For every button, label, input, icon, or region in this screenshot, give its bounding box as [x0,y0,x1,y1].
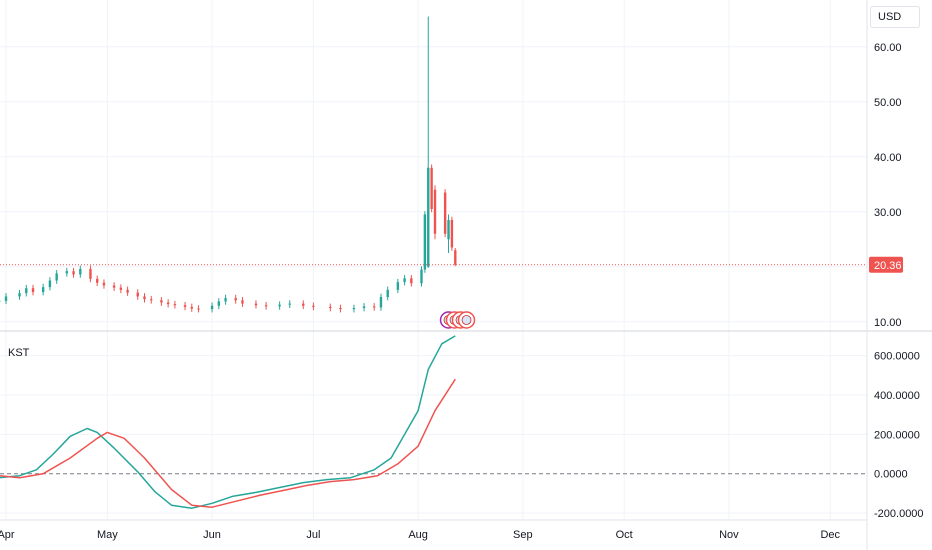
price-bar-body [396,282,400,290]
price-bar-body [136,292,139,297]
price-bar-body [312,305,315,307]
price-bar-body [302,303,305,306]
time-tick-label: Nov [719,529,739,541]
price-bar-body [190,306,193,309]
price-bar-body [150,299,153,301]
kst-tick-label: 200.0000 [874,429,920,441]
event-flag-icon[interactable] [457,311,476,329]
price-bar-body [72,271,75,275]
price-tick-label: 60.00 [874,42,902,54]
price-bar-body [447,220,450,240]
price-bar-body [241,300,244,304]
last-price-label: 20.36 [874,260,902,272]
price-pane[interactable] [0,16,867,313]
price-bar-body [25,288,28,294]
price-bars [0,16,457,313]
price-bar-body [420,269,423,284]
price-bar-body [288,303,291,305]
price-bar-body [433,189,437,234]
price-bar-body [234,298,237,301]
kst-tick-label: 600.0000 [874,351,920,363]
price-bar-body [143,296,146,300]
time-tick-label: Apr [0,529,15,541]
price-bar-body [102,282,106,286]
event-flags[interactable] [439,311,476,329]
price-bar-body [41,287,45,293]
price-bar-body [410,278,413,284]
price-bar-body [210,305,214,310]
price-bar-body [386,289,389,297]
grid-lines [0,0,867,520]
price-bar-body [4,296,8,301]
price-bar-body [379,297,383,308]
price-bar-body [450,220,454,248]
price-bar-body [183,305,187,307]
indicator-label[interactable]: KST [8,347,30,359]
price-bar-body [403,278,406,283]
time-tick-label: Aug [408,529,428,541]
price-bar-body [31,288,35,293]
price-bar-body [79,268,82,275]
price-bar-body [160,300,163,303]
price-tick-label: 50.00 [874,97,902,109]
price-bar-body [18,293,21,297]
price-bar-body [173,304,177,306]
price-tick-label: 30.00 [874,207,902,219]
price-bar-body [55,273,58,281]
price-tick-label: 10.00 [874,317,902,329]
price-bar-body [166,302,170,305]
currency-label: USD [878,11,902,23]
time-tick-label: Dec [820,529,840,541]
last-price-badge: 20.36 [869,256,903,273]
price-bar-body [352,308,356,310]
time-tick-label: Jun [203,529,221,541]
price-bar-body [254,303,258,306]
time-axis[interactable]: Apr May Jun Jul Aug Sep Oct Nov Dec [0,529,841,541]
kst-pane[interactable]: KST [0,335,867,509]
time-tick-label: Sep [513,529,533,541]
price-bar-body [112,285,116,288]
price-bar-body [423,214,427,270]
kst-tick-label: 400.0000 [874,390,920,402]
price-axis[interactable]: 10.00 30.00 40.00 50.00 60.00 [874,42,902,329]
price-bar-body [264,305,268,307]
kst-signal-line [0,378,456,508]
price-bar-body [427,167,430,267]
price-bar-body [362,306,366,308]
currency-button[interactable]: USD [870,6,920,28]
price-bar-body [224,298,227,302]
price-tick-label: 40.00 [874,152,902,164]
price-bar-body [339,308,342,310]
price-bar-body [454,250,457,265]
price-bar-body [278,304,281,307]
price-bar-body [329,306,332,308]
price-bar-body [197,308,200,310]
time-tick-label: Oct [616,529,633,541]
kst-axis[interactable]: -200.0000 0.0000 200.0000 400.0000 600.0000 [874,351,924,520]
price-bar-body [443,192,447,234]
kst-line [0,335,456,509]
price-bar-body [65,271,69,274]
time-tick-label: Jul [306,529,320,541]
price-bar-body [373,306,376,308]
price-bar-body [119,287,123,290]
price-bar-body [126,289,129,293]
price-bar-body [217,301,221,306]
price-bar-body [430,167,433,209]
kst-lines [0,335,456,509]
kst-tick-label: -200.0000 [874,508,924,520]
kst-tick-label: 0.0000 [874,469,908,481]
price-bar-body [48,280,52,288]
price-bar-body [89,268,92,279]
price-bar-body [96,278,99,283]
time-tick-label: May [97,529,118,541]
